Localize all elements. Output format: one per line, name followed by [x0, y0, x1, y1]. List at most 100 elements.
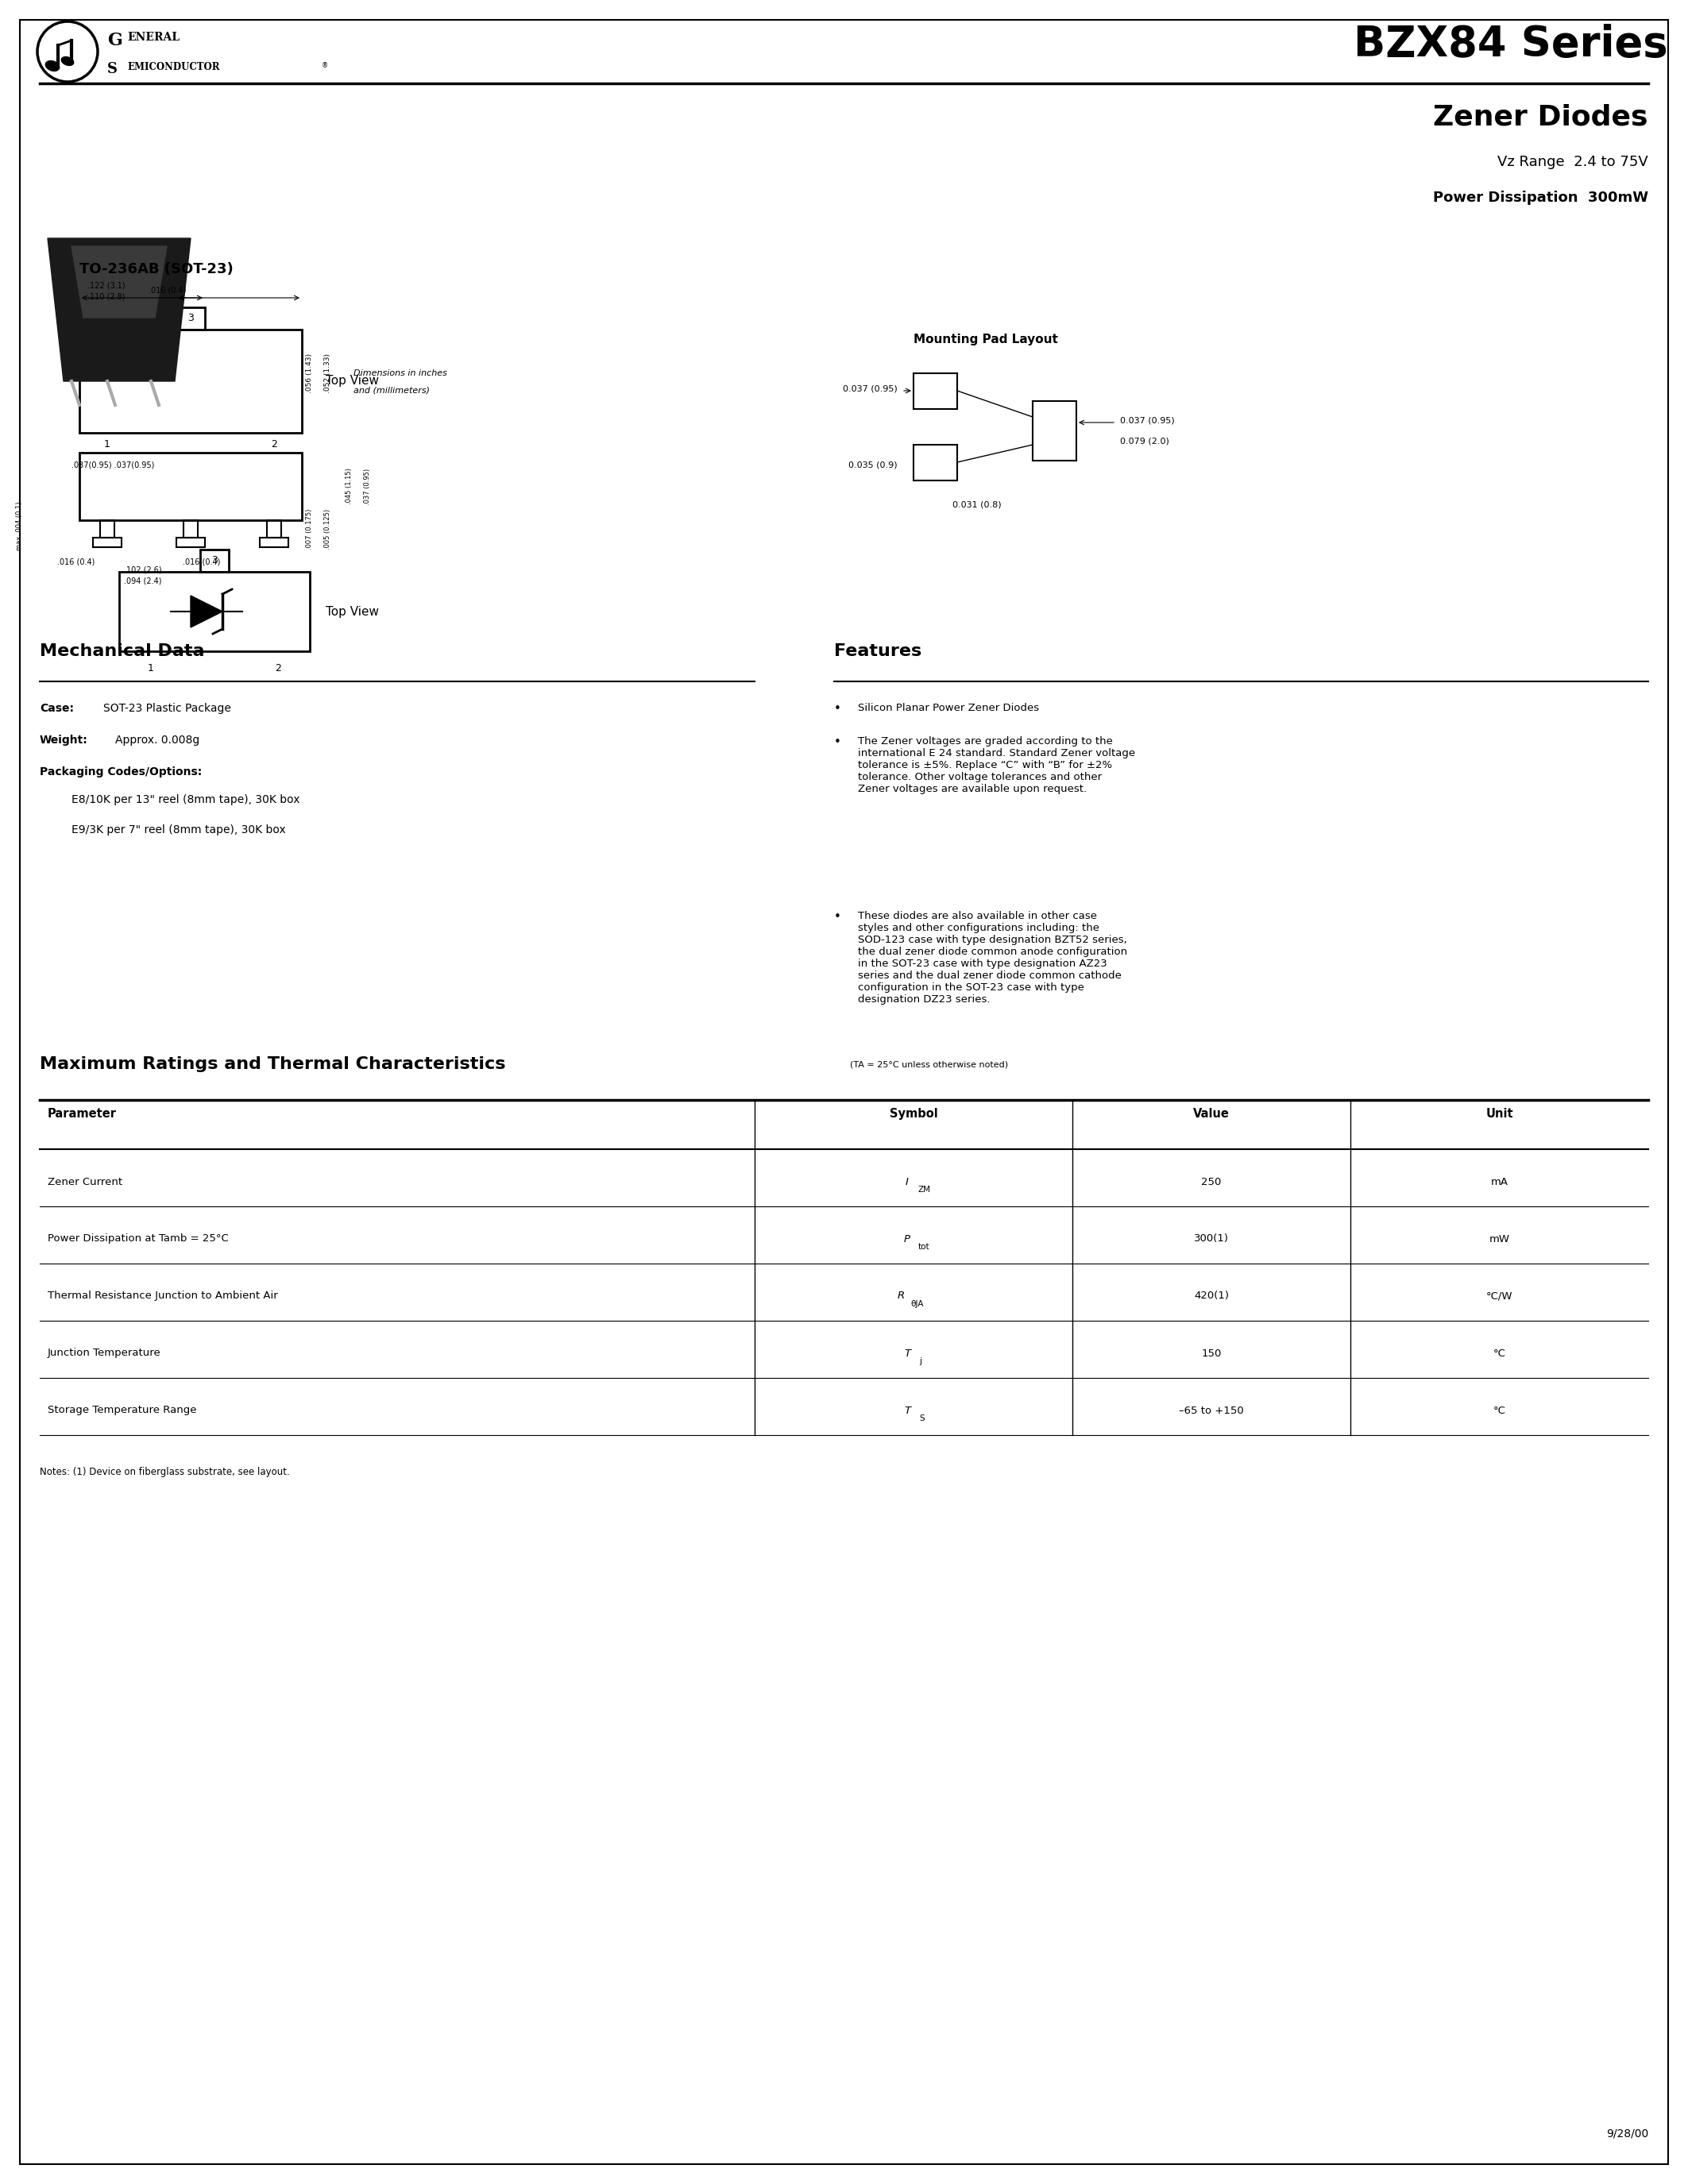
Text: 9/28/00: 9/28/00	[1605, 2129, 1647, 2140]
Text: Zener Diodes: Zener Diodes	[1433, 103, 1647, 131]
Text: Case:: Case:	[41, 703, 74, 714]
Text: –65 to +150: –65 to +150	[1178, 1404, 1244, 1415]
Text: 1: 1	[105, 439, 110, 450]
Text: .110 (2.8): .110 (2.8)	[88, 293, 125, 299]
Text: 2: 2	[270, 439, 277, 450]
Text: Dimensions in inches: Dimensions in inches	[353, 369, 447, 378]
Text: 1: 1	[149, 664, 154, 673]
Text: °C/W: °C/W	[1485, 1291, 1512, 1302]
Text: Power Dissipation  300mW: Power Dissipation 300mW	[1433, 190, 1647, 205]
Text: Thermal Resistance Junction to Ambient Air: Thermal Resistance Junction to Ambient A…	[47, 1291, 279, 1302]
Text: and (millimeters): and (millimeters)	[353, 387, 430, 395]
Text: (TA = 25°C unless otherwise noted): (TA = 25°C unless otherwise noted)	[851, 1059, 1008, 1068]
Bar	[201, 550, 230, 572]
Text: T: T	[905, 1404, 910, 1415]
Text: 420(1): 420(1)	[1193, 1291, 1229, 1302]
Bar	[120, 572, 311, 651]
Text: Mechanical Data: Mechanical Data	[41, 644, 204, 660]
Text: Zener Current: Zener Current	[47, 1177, 123, 1186]
Text: Power Dissipation at Tamb = 25°C: Power Dissipation at Tamb = 25°C	[47, 1234, 228, 1245]
Bar	[260, 537, 289, 548]
Bar	[79, 452, 302, 520]
Text: 2: 2	[275, 664, 282, 673]
Text: G: G	[108, 33, 122, 50]
Text: These diodes are also available in other case
styles and other configurations in: These diodes are also available in other…	[858, 911, 1128, 1005]
Text: TO-236AB (SOT-23): TO-236AB (SOT-23)	[79, 262, 233, 277]
Polygon shape	[47, 238, 191, 382]
Text: •: •	[834, 703, 841, 714]
Text: 0.037 (0.95): 0.037 (0.95)	[1121, 417, 1175, 426]
Text: Mounting Pad Layout: Mounting Pad Layout	[913, 334, 1058, 345]
Text: Approx. 0.008g: Approx. 0.008g	[115, 734, 199, 745]
Text: Packaging Codes/Options:: Packaging Codes/Options:	[41, 767, 203, 778]
Ellipse shape	[61, 57, 74, 66]
Text: E8/10K per 13" reel (8mm tape), 30K box: E8/10K per 13" reel (8mm tape), 30K box	[71, 795, 300, 806]
Text: .016 (0.4): .016 (0.4)	[182, 557, 221, 566]
Text: 3: 3	[187, 312, 194, 323]
Bar	[913, 446, 957, 480]
Text: mW: mW	[1489, 1234, 1509, 1245]
Text: Symbol: Symbol	[890, 1107, 937, 1120]
Bar	[79, 330, 302, 432]
Text: Weight:: Weight:	[41, 734, 88, 745]
Bar	[267, 520, 282, 537]
Text: 0.031 (0.8): 0.031 (0.8)	[952, 500, 1001, 509]
Text: The Zener voltages are graded according to the
international E 24 standard. Stan: The Zener voltages are graded according …	[858, 736, 1136, 795]
Text: •: •	[834, 911, 841, 924]
Text: R: R	[898, 1291, 905, 1302]
Text: BZX84 Series: BZX84 Series	[1354, 24, 1668, 66]
Text: .122 (3.1): .122 (3.1)	[88, 282, 125, 290]
Text: Features: Features	[834, 644, 922, 660]
Text: S: S	[918, 1415, 925, 1422]
Bar	[176, 308, 204, 330]
Polygon shape	[191, 596, 223, 627]
Bar	[1033, 402, 1077, 461]
Text: .037(0.95) .037(0.95): .037(0.95) .037(0.95)	[71, 461, 154, 470]
Text: max .004 (0.1): max .004 (0.1)	[15, 502, 24, 550]
Text: Parameter: Parameter	[47, 1107, 116, 1120]
Text: I: I	[905, 1177, 908, 1186]
Text: 250: 250	[1202, 1177, 1222, 1186]
Bar	[100, 520, 115, 537]
Bar	[913, 373, 957, 408]
Text: .052 (1.33): .052 (1.33)	[324, 354, 331, 393]
Text: .016 (0.4): .016 (0.4)	[149, 286, 186, 295]
Text: EMICONDUCTOR: EMICONDUCTOR	[127, 61, 219, 72]
Text: Silicon Planar Power Zener Diodes: Silicon Planar Power Zener Diodes	[858, 703, 1040, 714]
Text: .094 (2.4): .094 (2.4)	[125, 577, 162, 585]
Text: .007 (0.175): .007 (0.175)	[306, 509, 312, 550]
Text: Value: Value	[1193, 1107, 1229, 1120]
Text: ENERAL: ENERAL	[127, 33, 179, 44]
Text: S: S	[108, 61, 118, 76]
Text: °C: °C	[1494, 1404, 1506, 1415]
Text: Junction Temperature: Junction Temperature	[47, 1348, 160, 1358]
Polygon shape	[71, 247, 167, 317]
Text: .037 (0.95): .037 (0.95)	[365, 467, 371, 505]
Text: Unit: Unit	[1485, 1107, 1512, 1120]
Text: Maximum Ratings and Thermal Characteristics: Maximum Ratings and Thermal Characterist…	[41, 1057, 506, 1072]
Text: .005 (0.125): .005 (0.125)	[324, 509, 331, 548]
Text: 0.079 (2.0): 0.079 (2.0)	[1121, 437, 1170, 446]
Text: .045 (1.15): .045 (1.15)	[346, 467, 353, 505]
Text: θJA: θJA	[910, 1299, 923, 1308]
Text: 0.037 (0.95): 0.037 (0.95)	[842, 384, 898, 393]
Text: .016 (0.4): .016 (0.4)	[57, 557, 95, 566]
Bar	[176, 537, 204, 548]
Text: P: P	[905, 1234, 910, 1245]
Ellipse shape	[46, 61, 59, 72]
Text: •: •	[834, 736, 841, 749]
Text: j: j	[918, 1356, 922, 1365]
Text: Notes: (1) Device on fiberglass substrate, see layout.: Notes: (1) Device on fiberglass substrat…	[41, 1468, 290, 1476]
Text: tot: tot	[918, 1243, 930, 1251]
Text: Top View: Top View	[326, 605, 378, 618]
Text: .102 (2.6): .102 (2.6)	[125, 566, 162, 574]
Text: Storage Temperature Range: Storage Temperature Range	[47, 1404, 196, 1415]
Text: ®: ®	[322, 61, 327, 70]
Text: Top View: Top View	[326, 376, 378, 387]
Text: T: T	[905, 1348, 910, 1358]
Text: .056 (1.43): .056 (1.43)	[306, 354, 312, 393]
Text: °C: °C	[1494, 1348, 1506, 1358]
Text: 0.035 (0.9): 0.035 (0.9)	[849, 461, 898, 470]
Text: mA: mA	[1491, 1177, 1507, 1186]
Text: ZM: ZM	[918, 1186, 932, 1195]
